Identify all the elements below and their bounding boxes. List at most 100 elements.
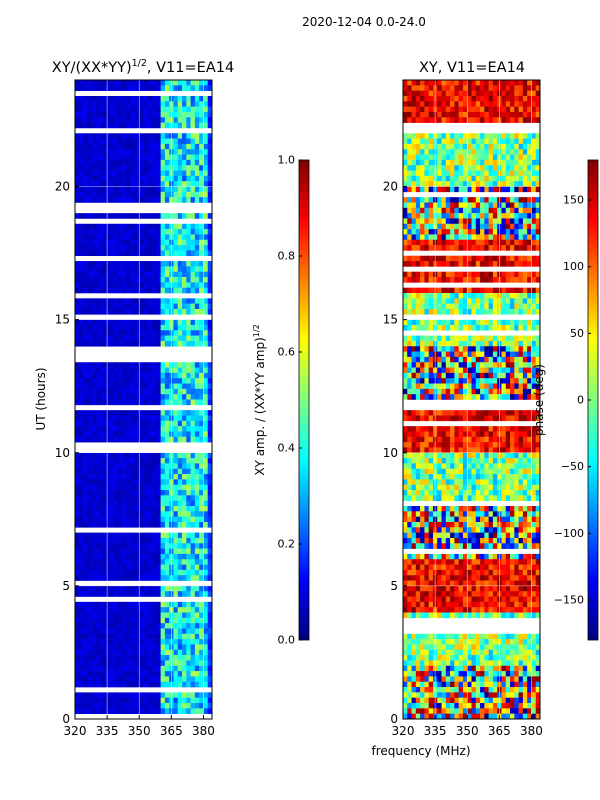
heatmap-cell (199, 266, 204, 273)
heatmap-cell (441, 213, 447, 219)
heatmap-cell (190, 692, 196, 699)
heatmap-cell (79, 335, 84, 342)
heatmap-cell (139, 191, 144, 198)
heatmap-cell (173, 197, 179, 203)
heatmap-cell (467, 175, 472, 182)
heatmap-cell (480, 346, 485, 352)
heatmap-cell (122, 399, 127, 406)
heatmap-cell (194, 287, 200, 294)
heatmap-cell (484, 324, 489, 331)
heatmap-cell (484, 415, 489, 422)
heatmap-cell (194, 80, 200, 86)
heatmap-cell (122, 186, 127, 193)
heatmap-cell (424, 165, 429, 171)
heatmap-cell (454, 181, 459, 187)
heatmap-cell (100, 628, 106, 635)
heatmap-cell (117, 335, 123, 342)
heatmap-cell (428, 138, 434, 145)
heatmap-cell (535, 143, 541, 150)
heatmap-cell (126, 399, 131, 406)
heatmap-cell (75, 516, 80, 523)
heatmap-cell (194, 250, 200, 257)
heatmap-cell (143, 479, 149, 486)
heatmap-cell (445, 143, 451, 150)
heatmap-cell (186, 117, 191, 123)
heatmap-cell (437, 362, 442, 368)
heatmap-cell (207, 388, 213, 395)
heatmap-cell (488, 95, 494, 102)
heatmap-cell (126, 362, 131, 368)
heatmap-cell (177, 399, 183, 406)
heatmap-cell (109, 197, 114, 203)
heatmap-cell (177, 143, 183, 150)
heatmap-cell (130, 245, 136, 251)
heatmap-cell (113, 468, 119, 475)
heatmap-cell (100, 569, 106, 576)
heatmap-cell (407, 159, 412, 166)
heatmap-cell (139, 564, 144, 571)
heatmap-cell (182, 245, 187, 251)
heatmap-cell (113, 106, 119, 113)
heatmap-cell (501, 133, 507, 139)
heatmap-cell (501, 378, 507, 384)
heatmap-cell (428, 293, 434, 299)
heatmap-cell (164, 532, 170, 539)
heatmap-cell (194, 330, 200, 336)
heatmap-cell (100, 298, 106, 304)
heatmap-cell (437, 319, 442, 326)
heatmap-cell (160, 468, 166, 475)
heatmap-cell (96, 308, 101, 315)
heatmap-cell (126, 601, 131, 608)
heatmap-cell (156, 564, 161, 571)
heatmap-cell (134, 681, 140, 688)
heatmap-cell (186, 420, 191, 427)
heatmap-cell (117, 655, 123, 661)
heatmap-cell (480, 271, 485, 278)
heatmap-cell (126, 282, 131, 288)
heatmap-cell (501, 80, 507, 86)
heatmap-cell (199, 436, 204, 443)
heatmap-cell (450, 245, 455, 251)
heatmap-cell (173, 553, 179, 560)
heatmap-cell (147, 378, 153, 384)
heatmap-cell (113, 186, 119, 193)
heatmap-cell (160, 191, 166, 198)
heatmap-cell (182, 474, 187, 480)
heatmap-cell (190, 569, 196, 576)
heatmap-cell (75, 133, 80, 139)
heatmap-cell (87, 277, 93, 283)
heatmap-cell (518, 133, 524, 139)
heatmap-cell (424, 271, 429, 278)
heatmap-cell (100, 372, 106, 379)
heatmap-cell (190, 697, 196, 704)
heatmap-cell (134, 612, 140, 619)
heatmap-cell (147, 617, 153, 624)
heatmap-cell (467, 378, 472, 384)
heatmap-cell (207, 410, 213, 416)
heatmap-cell (122, 117, 127, 123)
heatmap-cell (424, 170, 429, 177)
heatmap-cell (467, 367, 472, 374)
heatmap-cell (420, 388, 425, 395)
heatmap-cell (415, 138, 421, 145)
heatmap-cell (173, 80, 179, 86)
heatmap-cell (471, 324, 477, 331)
heatmap-cell (122, 213, 127, 219)
heatmap-cell (130, 303, 136, 310)
heatmap-cell (173, 239, 179, 246)
heatmap-cell (182, 159, 187, 166)
heatmap-cell (407, 138, 412, 145)
heatmap-cell (113, 335, 119, 342)
heatmap-cell (492, 165, 498, 171)
heatmap-cell (428, 101, 434, 107)
heatmap-cell (122, 484, 127, 491)
heatmap-cell (194, 548, 200, 555)
heatmap-cell (471, 303, 477, 310)
heatmap-cell (109, 537, 114, 544)
heatmap-cell (147, 223, 153, 230)
heatmap-cell (518, 149, 524, 155)
heatmap-cell (160, 500, 166, 507)
heatmap-cell (147, 330, 153, 336)
heatmap-cell (134, 415, 140, 422)
heatmap-cell (79, 367, 84, 374)
